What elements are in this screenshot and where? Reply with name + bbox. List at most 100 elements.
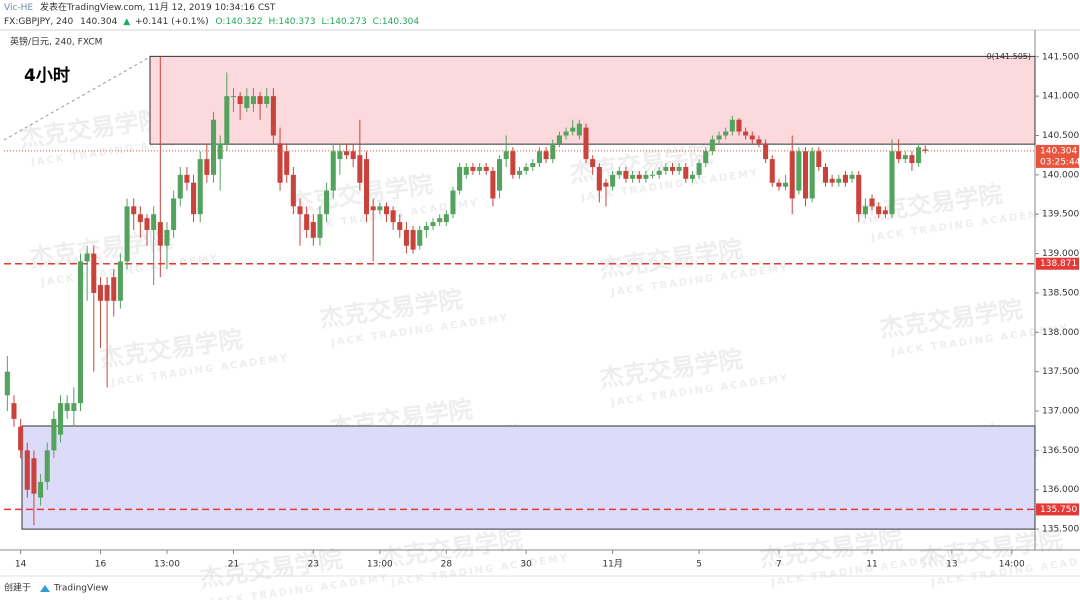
candle-body — [729, 119, 735, 132]
candle-body — [177, 174, 183, 199]
candle-body — [736, 119, 742, 132]
y-tick-label: 138.500 — [1042, 288, 1079, 298]
candle-body — [250, 96, 256, 104]
candle-body — [510, 151, 516, 175]
candle-body — [4, 371, 10, 396]
candle-body — [337, 151, 343, 160]
x-tick-label: 14 — [15, 560, 27, 570]
candle-body — [470, 166, 476, 171]
candle-body — [197, 159, 203, 215]
candle-body — [530, 163, 536, 167]
candle-body — [576, 123, 582, 136]
candle-body — [171, 198, 177, 230]
zone-label: 0(141.505) — [987, 52, 1031, 61]
candle-body — [909, 155, 915, 164]
candle-body — [204, 159, 210, 175]
header-line: Vic-HE 发表在TradingView.com, 11月 12, 2019 … — [4, 1, 276, 13]
x-tick-label: 13:00 — [367, 560, 393, 570]
candle-body — [430, 222, 436, 227]
candle-body — [477, 166, 483, 171]
candle-body — [902, 155, 908, 160]
candle-body — [463, 166, 469, 175]
footer-brand: TradingView — [53, 584, 108, 594]
level-tag — [1036, 503, 1079, 516]
candle-body — [650, 174, 656, 176]
candle-body — [922, 149, 928, 151]
candle-body — [357, 155, 363, 183]
candle-body — [344, 151, 350, 156]
zone — [149, 55, 1036, 145]
candle-body — [117, 261, 123, 301]
candle-body — [862, 206, 868, 215]
candle-body — [144, 218, 150, 230]
candle-body — [64, 403, 70, 412]
candle-body — [264, 96, 270, 104]
y-tick-label: 135.500 — [1042, 525, 1079, 535]
candle-body — [91, 253, 97, 293]
candle-body — [596, 166, 602, 191]
candle-body — [523, 166, 529, 171]
candle-body — [743, 131, 749, 136]
candle-body — [543, 151, 549, 160]
candle-body — [749, 135, 755, 140]
plot: 0(141.505) — [4, 52, 1036, 530]
candle-body — [849, 174, 855, 179]
candle-body — [310, 222, 316, 238]
last: 140.304 — [80, 17, 117, 27]
candle-body — [669, 166, 676, 171]
candle-body — [131, 206, 137, 215]
candle-body — [191, 182, 197, 215]
candle-body — [403, 229, 409, 246]
candle-body — [796, 151, 802, 191]
candle-body — [124, 206, 130, 262]
candle-body — [497, 159, 503, 191]
y-tick-label: 141.500 — [1042, 52, 1079, 62]
candle-body — [377, 206, 383, 211]
candle-body — [237, 96, 243, 104]
author: Vic-HE — [4, 3, 33, 13]
candle-body — [623, 170, 629, 179]
candle-body — [290, 174, 296, 207]
candle-body — [483, 166, 489, 171]
candle-body — [363, 159, 370, 215]
candle-body — [457, 166, 463, 191]
open: O:140.322 — [215, 17, 262, 27]
candle-body — [789, 151, 795, 199]
candle-body — [330, 151, 336, 191]
x-tick-label: 11月 — [602, 559, 622, 570]
candle-body — [802, 151, 809, 199]
candle-body — [390, 210, 396, 223]
candle-body — [490, 170, 496, 199]
candle-body — [97, 285, 103, 301]
close: C:140.304 — [373, 17, 420, 27]
published: 发表在TradingView.com, 11月 12, 2019 10:34:1… — [40, 1, 276, 13]
candle-body — [450, 190, 456, 215]
candle-body — [776, 182, 782, 187]
candle-body — [756, 139, 762, 144]
candle-body — [583, 127, 589, 160]
x-tick-label: 16 — [95, 560, 107, 570]
candle-body — [443, 214, 449, 223]
candle-body — [643, 174, 649, 179]
candle-body — [869, 198, 875, 207]
candle-body — [270, 96, 276, 136]
zone — [21, 425, 1036, 530]
candle-body — [304, 214, 310, 230]
candle-body — [889, 151, 895, 215]
candle-body — [709, 139, 715, 152]
candle-body — [383, 206, 389, 215]
candle-body — [410, 229, 416, 250]
symbol: FX:GBPJPY, 240 — [4, 17, 74, 27]
candle-body — [809, 151, 815, 199]
candle-body — [516, 170, 523, 175]
candle-body — [696, 163, 702, 175]
trend-line — [3, 56, 151, 141]
candle-body — [689, 174, 695, 179]
candle-body — [683, 166, 689, 179]
annotation: 4小时 — [24, 66, 70, 86]
candle-body — [24, 450, 30, 490]
countdown: 03:25:44 — [1040, 157, 1080, 167]
candle-body — [630, 174, 636, 179]
candle-body — [397, 222, 403, 230]
candle-body — [224, 96, 230, 144]
